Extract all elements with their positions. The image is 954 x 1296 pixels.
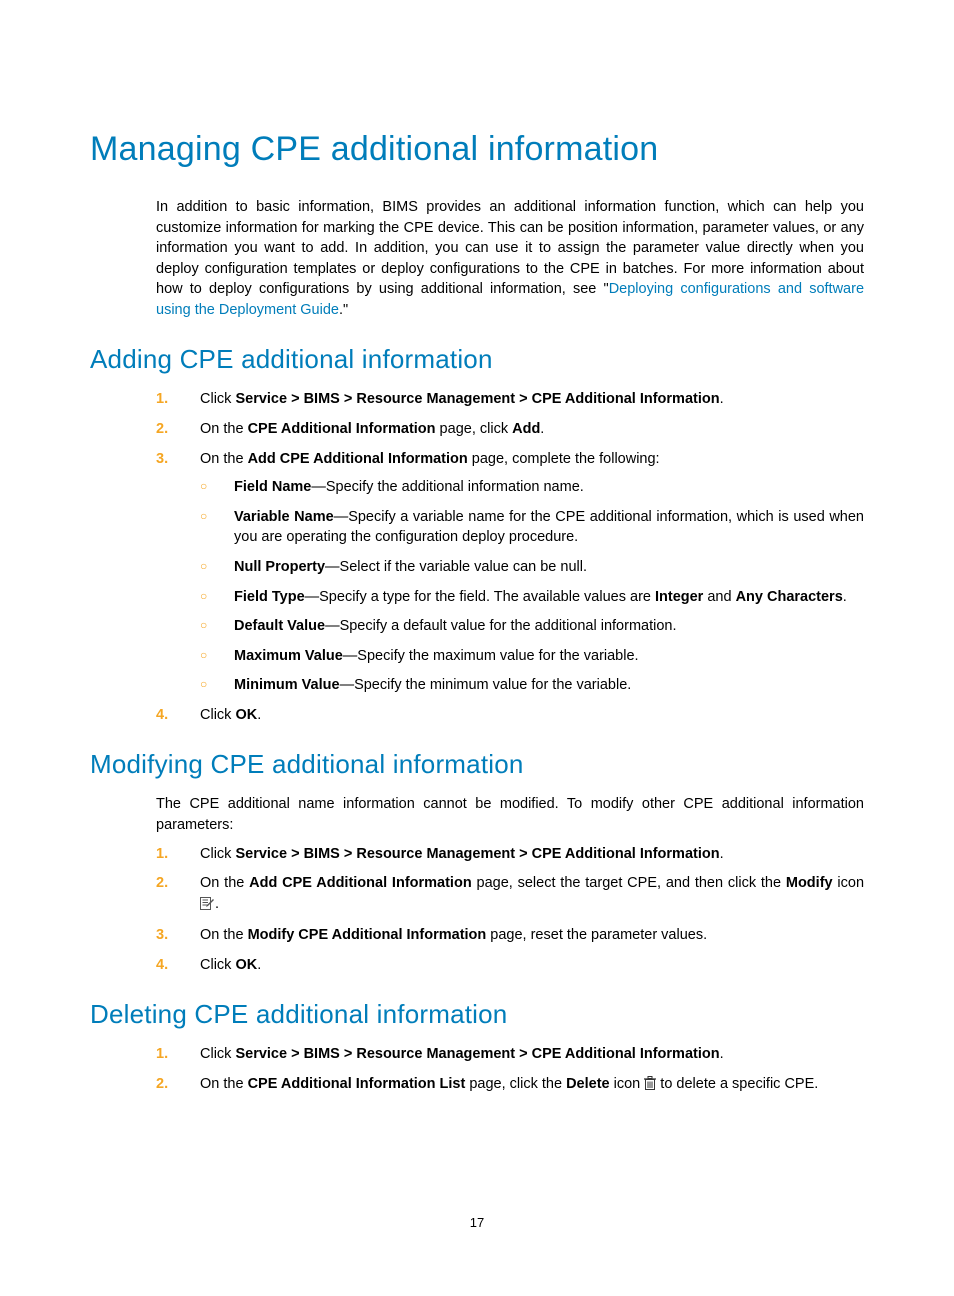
step-bold: Service > BIMS > Resource Management > C… xyxy=(235,846,719,862)
step-text: . xyxy=(215,896,219,912)
step-text: Click xyxy=(200,391,235,407)
list-item: On the CPE Additional Information List p… xyxy=(156,1074,864,1097)
bullet-text: —Specify a default value for the additio… xyxy=(325,618,676,634)
step-bold: CPE Additional Information xyxy=(248,421,436,437)
step-text: Click xyxy=(200,846,235,862)
step-text: page, complete the following: xyxy=(468,451,660,467)
step-text: . xyxy=(720,1046,724,1062)
list-item: Click OK. xyxy=(156,705,864,726)
bullet-text: and xyxy=(703,589,735,605)
list-item: On the Modify CPE Additional Information… xyxy=(156,925,864,946)
section-heading-deleting: Deleting CPE additional information xyxy=(90,999,864,1030)
step-bold: OK xyxy=(235,707,257,723)
list-item: Click OK. xyxy=(156,955,864,976)
bullet-bold: Integer xyxy=(655,589,703,605)
bullet-bold: Default Value xyxy=(234,618,325,634)
bullet-bold: Null Property xyxy=(234,559,325,575)
step-bold: Service > BIMS > Resource Management > C… xyxy=(235,1046,719,1062)
step-bold: Modify CPE Additional Information xyxy=(248,927,487,943)
modifying-steps-list: Click Service > BIMS > Resource Manageme… xyxy=(156,844,864,976)
modify-icon xyxy=(200,896,215,917)
bullet-bold: Variable Name xyxy=(234,509,334,525)
step-text: . xyxy=(257,957,261,973)
bullet-bold: Minimum Value xyxy=(234,677,340,693)
bullet-text: —Specify the minimum value for the varia… xyxy=(340,677,632,693)
bullet-bold: Any Characters xyxy=(736,589,843,605)
section-heading-modifying: Modifying CPE additional information xyxy=(90,749,864,780)
bullet-bold: Field Type xyxy=(234,589,305,605)
list-item: Field Name—Specify the additional inform… xyxy=(200,477,864,498)
step-bold: Service > BIMS > Resource Management > C… xyxy=(235,391,719,407)
delete-icon xyxy=(644,1076,656,1097)
page-title: Managing CPE additional information xyxy=(90,130,864,169)
list-item: Minimum Value—Specify the minimum value … xyxy=(200,675,864,696)
bullet-text: —Select if the variable value can be nul… xyxy=(325,559,587,575)
bullet-bold: Maximum Value xyxy=(234,648,343,664)
list-item: On the Add CPE Additional Information pa… xyxy=(156,449,864,696)
bullet-text: —Specify the additional information name… xyxy=(311,479,583,495)
step-text: Click xyxy=(200,957,235,973)
step-text: icon xyxy=(833,875,864,891)
step-text: Click xyxy=(200,1046,235,1062)
intro-text-after: ." xyxy=(339,302,348,318)
step-text: to delete a specific CPE. xyxy=(656,1076,818,1092)
list-item: Default Value—Specify a default value fo… xyxy=(200,616,864,637)
deleting-steps-list: Click Service > BIMS > Resource Manageme… xyxy=(156,1044,864,1096)
adding-bullets-list: Field Name—Specify the additional inform… xyxy=(200,477,864,696)
step-text: page, reset the parameter values. xyxy=(486,927,707,943)
step-bold: Delete xyxy=(566,1076,610,1092)
bullet-bold: Field Name xyxy=(234,479,311,495)
list-item: On the CPE Additional Information page, … xyxy=(156,419,864,440)
list-item: On the Add CPE Additional Information pa… xyxy=(156,873,864,916)
step-text: . xyxy=(257,707,261,723)
modifying-intro: The CPE additional name information cann… xyxy=(156,794,864,835)
list-item: Click Service > BIMS > Resource Manageme… xyxy=(156,389,864,410)
step-bold: Add CPE Additional Information xyxy=(249,875,472,891)
list-item: Variable Name—Specify a variable name fo… xyxy=(200,507,864,548)
step-text: On the xyxy=(200,1076,248,1092)
step-text: . xyxy=(720,846,724,862)
adding-steps-list: Click Service > BIMS > Resource Manageme… xyxy=(156,389,864,725)
step-text: On the xyxy=(200,421,248,437)
step-bold: Modify xyxy=(786,875,833,891)
step-text: page, click xyxy=(436,421,513,437)
step-bold: Add xyxy=(512,421,540,437)
step-text: icon xyxy=(610,1076,645,1092)
step-text: On the xyxy=(200,451,248,467)
list-item: Null Property—Select if the variable val… xyxy=(200,557,864,578)
document-page: Managing CPE additional information In a… xyxy=(0,0,954,1296)
step-text: . xyxy=(540,421,544,437)
step-text: . xyxy=(720,391,724,407)
step-text: On the xyxy=(200,927,248,943)
intro-paragraph: In addition to basic information, BIMS p… xyxy=(156,197,864,320)
step-text: Click xyxy=(200,707,235,723)
list-item: Click Service > BIMS > Resource Manageme… xyxy=(156,1044,864,1065)
step-text: page, click the xyxy=(465,1076,566,1092)
bullet-text: —Specify the maximum value for the varia… xyxy=(343,648,639,664)
list-item: Field Type—Specify a type for the field.… xyxy=(200,587,864,608)
bullet-text: . xyxy=(843,589,847,605)
list-item: Maximum Value—Specify the maximum value … xyxy=(200,646,864,667)
list-item: Click Service > BIMS > Resource Manageme… xyxy=(156,844,864,865)
modifying-intro-text: The CPE additional name information cann… xyxy=(156,794,864,835)
step-bold: Add CPE Additional Information xyxy=(248,451,468,467)
step-text: On the xyxy=(200,875,249,891)
bullet-text: —Specify a type for the field. The avail… xyxy=(305,589,655,605)
step-bold: OK xyxy=(235,957,257,973)
step-bold: CPE Additional Information List xyxy=(248,1076,466,1092)
page-number: 17 xyxy=(0,1215,954,1230)
section-heading-adding: Adding CPE additional information xyxy=(90,344,864,375)
step-text: page, select the target CPE, and then cl… xyxy=(472,875,786,891)
